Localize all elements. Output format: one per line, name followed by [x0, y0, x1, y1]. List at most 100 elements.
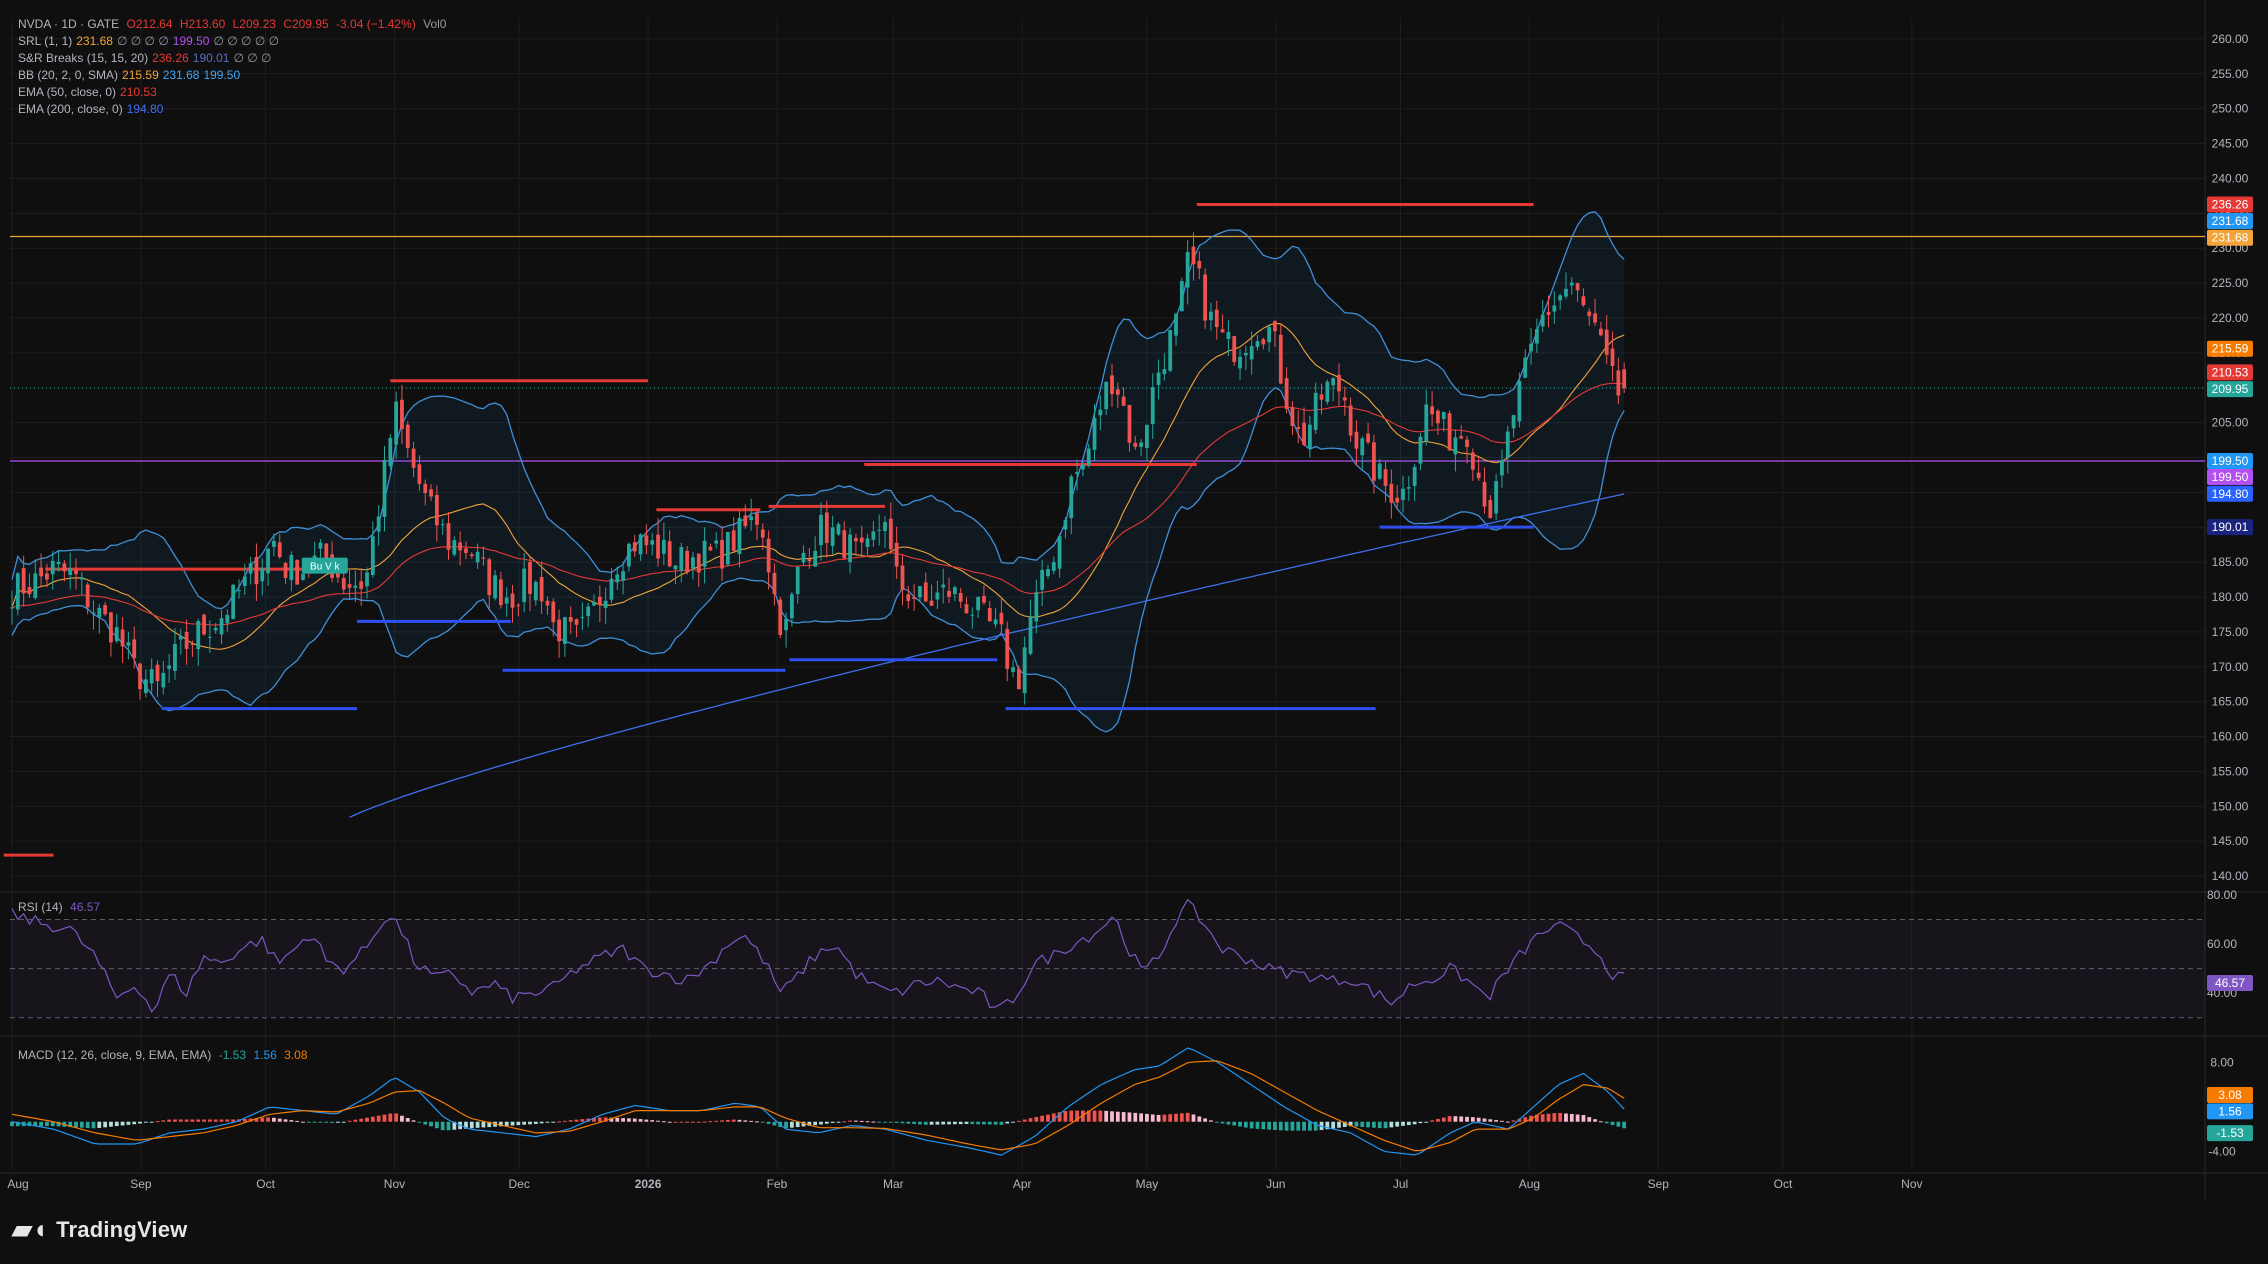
candle-body — [632, 542, 637, 552]
indicator-legend-value: 190.01 — [192, 51, 230, 65]
macd-histogram-bar — [15, 1121, 20, 1127]
macd-histogram-bar — [1261, 1121, 1266, 1130]
candle-body — [1412, 466, 1417, 486]
candle-body — [132, 639, 137, 658]
candle-body — [1558, 295, 1563, 301]
macd-histogram-bar — [1424, 1121, 1429, 1123]
candle-body — [900, 565, 905, 590]
macd-histogram-bar — [731, 1119, 736, 1122]
macd-histogram-bar — [149, 1121, 154, 1123]
indicator-legend-row[interactable]: S&R Breaks (15, 15, 20) 236.26 190.01 ∅ ∅ ∅ — [18, 50, 446, 67]
bb-lower-line — [11, 386, 1625, 733]
macd-histogram-bar — [1075, 1110, 1079, 1122]
candle-body — [1598, 328, 1603, 336]
candle-body — [1214, 309, 1219, 328]
price-tag-bg — [2207, 485, 2253, 502]
macd-histogram-bar — [1104, 1110, 1109, 1122]
price-tag: 210.53 — [2212, 365, 2249, 379]
candle-body — [458, 542, 463, 551]
macd-histogram-bar — [1145, 1113, 1149, 1122]
macd-histogram-bar — [638, 1119, 643, 1122]
indicator-legend-row[interactable]: EMA (200, close, 0) 194.80 — [18, 101, 446, 118]
macd-histogram-bar — [516, 1121, 521, 1126]
price-tick-label: 185.00 — [2212, 555, 2249, 569]
macd-histogram-bar — [196, 1119, 201, 1122]
candle-body — [760, 529, 765, 538]
indicator-legend-row[interactable]: SRL (1, 1) 231.68 ∅ ∅ ∅ ∅ 199.50 ∅ ∅ ∅ ∅ ∅ — [18, 33, 446, 50]
macd-histogram-bar — [347, 1120, 352, 1122]
candle-body — [1243, 352, 1248, 356]
candle-body — [778, 599, 783, 635]
macd-histogram-bar — [1401, 1121, 1405, 1126]
macd-histogram-bar — [1534, 1114, 1539, 1122]
indicator-legend-row[interactable]: BB (20, 2, 0, SMA) 215.59 231.68 199.50 — [18, 67, 446, 84]
macd-histogram-bar — [1016, 1120, 1021, 1122]
rsi-legend[interactable]: RSI (14) 46.57 — [18, 900, 100, 914]
price-tag: 231.68 — [2212, 214, 2249, 228]
price-tag-bg — [2207, 975, 2253, 992]
candle-body — [790, 594, 794, 619]
macd-histogram-bar — [836, 1121, 841, 1123]
macd-legend[interactable]: MACD (12, 26, close, 9, EMA, EMA) -1.53 … — [18, 1048, 308, 1062]
macd-histogram-bar — [935, 1121, 940, 1125]
macd-histogram-bar — [1243, 1121, 1248, 1128]
macd-histogram-bar — [766, 1121, 771, 1124]
candle-body — [615, 574, 620, 583]
macd-histogram-bar — [1610, 1121, 1615, 1126]
candle-body — [1051, 562, 1056, 571]
indicator-legend-value: 215.59 — [122, 68, 159, 82]
candle-body — [196, 620, 201, 650]
macd-histogram-bar — [1325, 1121, 1330, 1130]
indicator-legend-row[interactable]: EMA (50, close, 0) 210.53 — [18, 84, 446, 101]
macd-histogram-bar — [592, 1118, 596, 1122]
macd-histogram-bar — [1447, 1116, 1452, 1122]
macd-histogram-bar — [1395, 1121, 1400, 1127]
candle-body — [1179, 281, 1184, 312]
macd-histogram-bar — [1214, 1121, 1219, 1123]
candle-body — [109, 612, 113, 643]
candle-body — [178, 636, 183, 640]
candle-body — [324, 543, 329, 558]
macd-histogram-bar — [1278, 1121, 1283, 1131]
candle-body — [1016, 668, 1021, 690]
macd-histogram-bar — [365, 1117, 369, 1122]
candle-body — [883, 522, 887, 532]
price-tick-label: 170.00 — [2212, 660, 2249, 674]
break-label-bg — [301, 557, 348, 574]
candle-body — [277, 542, 282, 557]
candle-body — [475, 551, 480, 563]
candle-body — [120, 629, 125, 647]
candle-body — [1040, 569, 1045, 590]
macd-histogram-bar — [1558, 1112, 1563, 1122]
candle-body — [295, 560, 300, 585]
candle-body — [452, 540, 457, 555]
candle-body — [720, 540, 724, 569]
price-tag: 199.50 — [2212, 454, 2249, 468]
candle-body — [1377, 463, 1382, 479]
macd-histogram-bar — [400, 1115, 404, 1122]
time-tick-label: Sep — [130, 1177, 152, 1191]
price-tick-label: 165.00 — [2212, 695, 2249, 709]
macd-histogram-bar — [260, 1117, 265, 1122]
tradingview-logo[interactable]: ▰◖ TradingView — [12, 1214, 188, 1245]
macd-histogram-bar — [923, 1121, 928, 1125]
price-tag-bg — [2207, 196, 2253, 213]
candle-body — [708, 546, 713, 551]
macd-histogram-bar — [656, 1120, 660, 1122]
candle-body — [353, 585, 358, 588]
macd-histogram-bar — [1179, 1113, 1184, 1122]
candle-body — [609, 578, 614, 600]
macd-histogram-bar — [906, 1121, 911, 1124]
candle-body — [918, 586, 922, 598]
macd-line — [11, 1047, 1625, 1156]
price-tag-bg — [2207, 213, 2253, 230]
macd-histogram-bar — [155, 1121, 160, 1123]
indicator-legend-value: 231.68 — [76, 34, 113, 48]
candle-body — [1569, 282, 1574, 286]
symbol-legend[interactable]: NVDA · 1D · GATE O212.64 H213.60 L209.23… — [18, 16, 446, 33]
indicator-legend-value: 236.26 — [152, 51, 189, 65]
candle-body — [1511, 415, 1516, 429]
macd-histogram-bar — [755, 1121, 759, 1123]
